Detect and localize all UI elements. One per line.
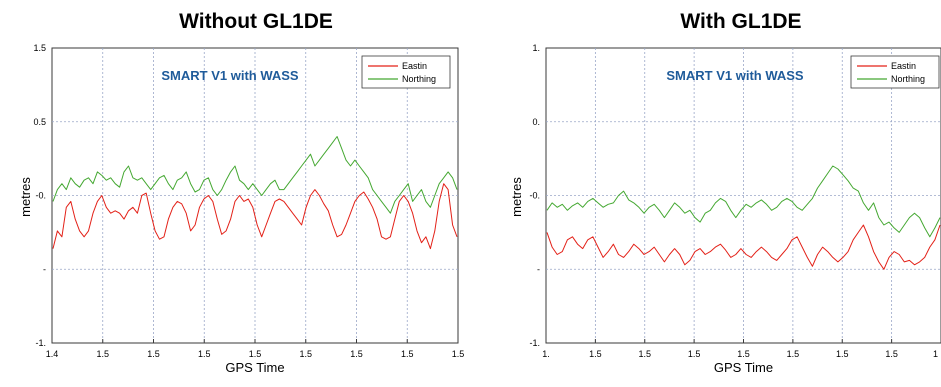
chart2-x-tick-label: 1.5 <box>688 349 701 359</box>
chart2-y-axis-label: metres <box>509 177 524 217</box>
chart1-series-eastin-line <box>52 183 458 250</box>
chart1-legend-box <box>361 55 451 89</box>
chart1-x-tick-label: 1.5 <box>96 349 109 359</box>
chart1-y-axis-label: metres <box>18 177 33 217</box>
chart2-x-tick-label: 1. <box>542 349 550 359</box>
chart1-legend-label-eastin: Eastin <box>402 61 427 71</box>
chart1-x-tick-label: 1.5 <box>401 349 414 359</box>
chart2-y-tick-label: 1. <box>532 43 540 53</box>
chart1-x-tick-label: 1.5 <box>147 349 160 359</box>
chart2-x-tick-label: 1.5 <box>638 349 651 359</box>
chart2-y-tick-label: -0. <box>529 191 540 201</box>
chart2-series-eastin-line <box>546 224 941 270</box>
chart2-x-axis-label: GPS Time <box>714 360 773 375</box>
chart1-x-tick-label: 1.5 <box>198 349 211 359</box>
chart1-x-tick-label: 1.5 <box>350 349 363 359</box>
chart2-legend-label-northing: Northing <box>891 74 925 84</box>
chart2-annotation: SMART V1 with WASS <box>666 68 804 83</box>
chart1-y-tick-label: - <box>43 264 46 274</box>
chart1-x-tick-label: 1.5 <box>299 349 312 359</box>
chart2-x-tick-label: 1.5 <box>885 349 898 359</box>
chart2-legend-label-eastin: Eastin <box>891 61 916 71</box>
chart1-y-tick-label: -0. <box>35 191 46 201</box>
chart2-x-tick-label: 1 <box>933 349 938 359</box>
chart1-y-tick-label: -1. <box>35 338 46 348</box>
chart2-x-tick-label: 1.5 <box>836 349 849 359</box>
chart1-series-northing-line <box>52 136 458 214</box>
chart1-x-tick-label: 1.4 <box>46 349 59 359</box>
chart2-title: With GL1DE <box>680 10 801 33</box>
chart2-y-tick-label: 0. <box>532 117 540 127</box>
chart2-x-tick-label: 1.5 <box>589 349 602 359</box>
chart1-y-tick-label: 0.5 <box>33 117 46 127</box>
chart1-x-tick-label: 1.5 <box>249 349 262 359</box>
chart1-legend-label-northing: Northing <box>402 74 436 84</box>
chart1-x-tick-label: 1.5 <box>452 349 465 359</box>
chart2-legend-box <box>850 55 940 89</box>
chart2-y-tick-label: -1. <box>529 338 540 348</box>
chart2-y-tick-label: - <box>537 264 540 274</box>
chart1-y-tick-label: 1.5 <box>33 43 46 53</box>
chart2-x-tick-label: 1.5 <box>737 349 750 359</box>
chart2-x-tick-label: 1.5 <box>787 349 800 359</box>
chart1-x-axis-label: GPS Time <box>225 360 284 375</box>
chart1-title: Without GL1DE <box>179 10 333 33</box>
chart1-annotation: SMART V1 with WASS <box>161 68 299 83</box>
chart2-series-northing-line <box>546 165 941 238</box>
